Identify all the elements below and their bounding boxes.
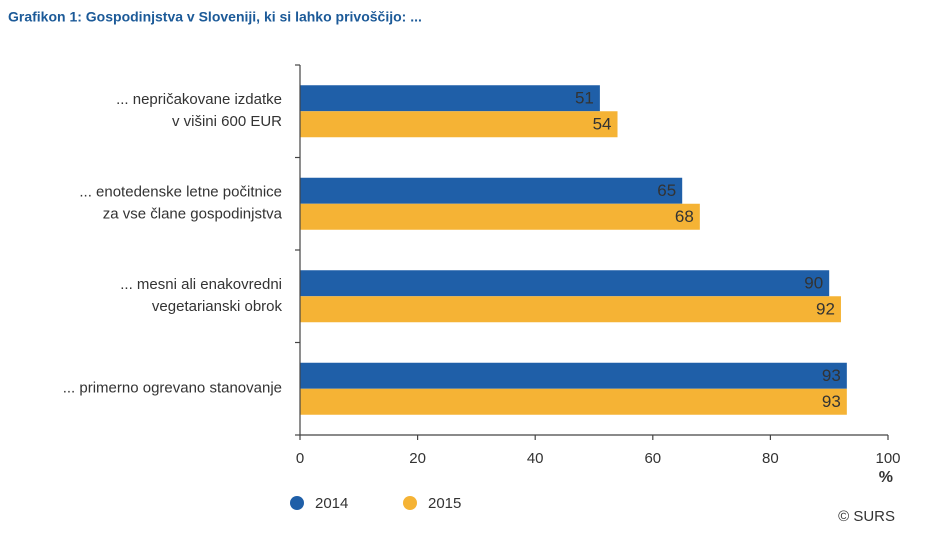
value-label: 92 bbox=[816, 300, 835, 319]
value-label: 93 bbox=[822, 392, 841, 411]
value-label: 90 bbox=[804, 274, 823, 293]
value-label: 51 bbox=[575, 89, 594, 108]
x-tick-label: 0 bbox=[296, 450, 304, 467]
bar bbox=[300, 111, 618, 138]
value-label: 68 bbox=[675, 207, 694, 226]
bar bbox=[300, 388, 847, 415]
x-tick-label: 20 bbox=[409, 450, 426, 467]
legend-label: 2015 bbox=[428, 495, 461, 512]
category-label: v višini 600 EUR bbox=[172, 113, 282, 130]
category-label: vegetarianski obrok bbox=[152, 298, 283, 315]
x-tick-label: 40 bbox=[527, 450, 544, 467]
category-label: ... nepričakovane izdatke bbox=[116, 91, 282, 108]
x-unit: % bbox=[879, 469, 893, 486]
x-tick-label: 100 bbox=[875, 450, 900, 467]
x-tick-label: 80 bbox=[762, 450, 779, 467]
legend-swatch bbox=[403, 496, 417, 510]
category-label: za vse člane gospodinjstva bbox=[103, 206, 283, 223]
x-tick-label: 60 bbox=[644, 450, 661, 467]
source: © SURS bbox=[838, 508, 895, 525]
bar bbox=[300, 296, 841, 323]
category-label: ... primerno ogrevano stanovanje bbox=[63, 380, 282, 397]
value-label: 93 bbox=[822, 366, 841, 385]
legend-swatch bbox=[290, 496, 304, 510]
bar bbox=[300, 270, 830, 297]
bar bbox=[300, 177, 683, 204]
bar bbox=[300, 203, 700, 230]
category-label: ... enotedenske letne počitnice bbox=[79, 184, 282, 201]
value-label: 54 bbox=[593, 115, 612, 134]
category-label: ... mesni ali enakovredni bbox=[120, 276, 282, 293]
value-label: 65 bbox=[657, 181, 676, 200]
chart-title: Grafikon 1: Gospodinjstva v Sloveniji, k… bbox=[8, 9, 422, 25]
legend-label: 2014 bbox=[315, 495, 348, 512]
bar bbox=[300, 85, 600, 112]
bar bbox=[300, 362, 847, 389]
